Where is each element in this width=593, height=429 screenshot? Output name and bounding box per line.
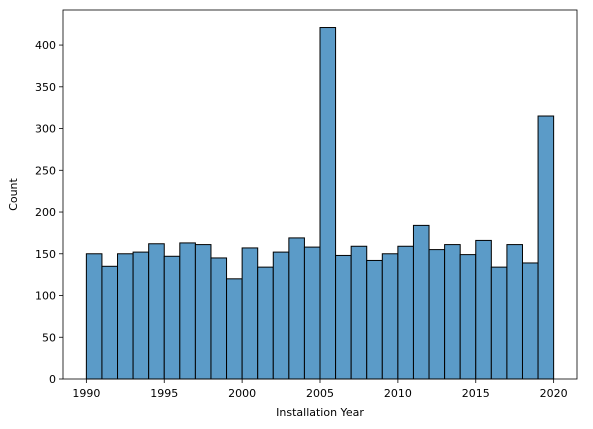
histogram-bar-8 [210, 257, 228, 380]
histogram-bar-4 [148, 243, 165, 380]
x-tick-label: 2000 [228, 387, 256, 400]
x-tick-label: 2010 [384, 387, 412, 400]
y-tick-label: 250 [35, 164, 56, 177]
histogram-bar-26 [490, 266, 508, 380]
histogram-bar-20 [397, 245, 414, 380]
x-tick-label: 2020 [540, 387, 568, 400]
histogram-bar-13 [288, 237, 305, 380]
y-tick-label: 150 [35, 248, 56, 261]
y-tick-label: 100 [35, 290, 56, 303]
histogram-bar-22 [428, 249, 446, 380]
histogram-bar-5 [163, 255, 181, 380]
histogram-bar-7 [194, 244, 212, 380]
y-axis-label: Count [7, 177, 20, 210]
histogram-bar-19 [381, 253, 399, 380]
y-tick-label: 0 [49, 373, 56, 386]
y-tick-label: 400 [35, 39, 56, 52]
x-axis-ticks: 1990 1995 2000 2005 2010 2015 2020 [72, 379, 568, 400]
histogram-bar-14 [303, 246, 321, 380]
y-tick-label: 300 [35, 123, 56, 136]
histogram-bar-29 [537, 115, 555, 380]
histogram-bar-11 [257, 266, 274, 380]
histogram-bar-24 [459, 254, 477, 380]
bars-group [85, 27, 555, 380]
histogram-bar-17 [350, 245, 368, 380]
histogram-bar-18 [366, 259, 383, 380]
y-axis-ticks: 0 50 100 150 200 250 300 350 400 [35, 39, 63, 386]
histogram-bar-10 [241, 247, 259, 380]
x-tick-label: 2015 [462, 387, 490, 400]
histogram-bar-3 [132, 251, 150, 380]
histogram-bar-0 [85, 253, 103, 380]
histogram-bar-25 [475, 239, 492, 380]
histogram-bar-15 [319, 27, 337, 380]
histogram-bar-27 [506, 244, 523, 380]
histogram-bar-23 [444, 244, 461, 380]
histogram-bar-1 [101, 265, 119, 380]
x-tick-label: 2005 [306, 387, 334, 400]
plot-frame [62, 9, 578, 380]
y-tick-label: 200 [35, 206, 56, 219]
histogram-bar-9 [226, 278, 243, 380]
histogram-bar-21 [412, 224, 430, 380]
y-tick-label: 50 [42, 331, 56, 344]
histogram-bar-6 [179, 242, 196, 380]
x-axis-label: Installation Year [276, 406, 364, 419]
histogram-bar-12 [272, 251, 290, 380]
histogram-bar-16 [335, 254, 352, 380]
x-tick-label: 1995 [150, 387, 178, 400]
histogram-bar-2 [117, 253, 134, 380]
y-tick-label: 350 [35, 81, 56, 94]
histogram-bar-28 [521, 262, 539, 380]
x-tick-label: 1990 [72, 387, 100, 400]
